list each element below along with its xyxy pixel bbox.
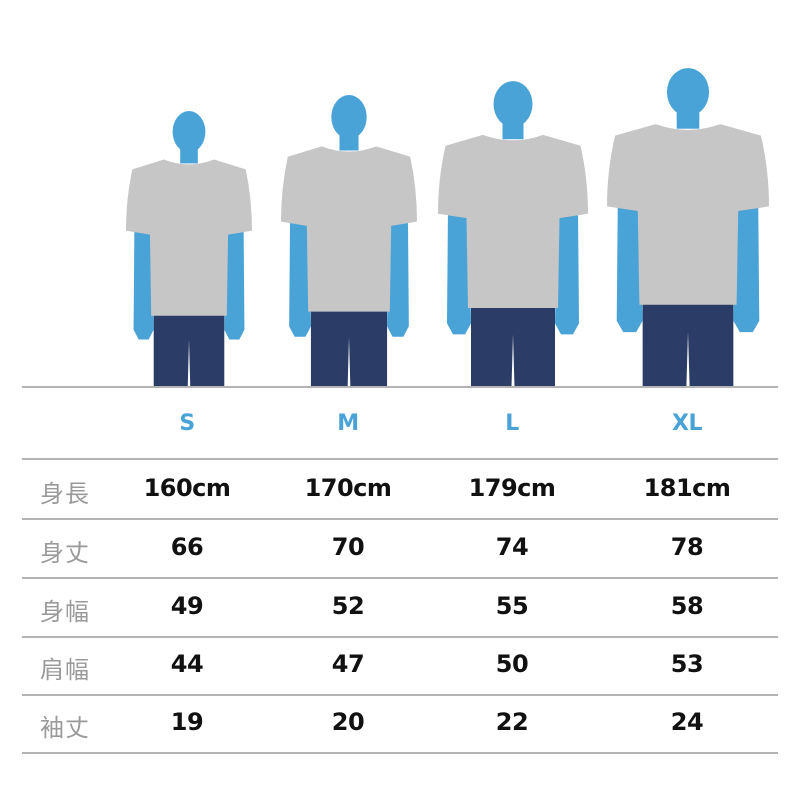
neck	[502, 119, 524, 140]
table-cell-m: 47	[331, 650, 365, 678]
table-cell-s: 44	[170, 650, 204, 678]
tshirt	[126, 159, 252, 316]
head	[493, 81, 533, 128]
table-cell-xl: 53	[670, 650, 704, 678]
table-cell-l: 74	[495, 533, 529, 561]
divider	[22, 752, 778, 754]
head	[331, 95, 367, 139]
model-figure-m	[281, 95, 417, 387]
size-header-s: S	[179, 411, 195, 436]
jeans	[153, 312, 225, 387]
divider	[22, 458, 778, 460]
tshirt	[438, 134, 588, 309]
neck	[339, 131, 359, 151]
model-figure-s	[126, 110, 252, 387]
table-cell-s: 160cm	[143, 474, 231, 502]
head	[666, 68, 710, 117]
model-figure-xl	[607, 68, 769, 387]
table-cell-xl: 24	[670, 708, 704, 736]
table-cell-xl: 78	[670, 533, 704, 561]
table-cell-l: 50	[495, 650, 529, 678]
table-cell-m: 70	[331, 533, 365, 561]
size-header-xl: XL	[672, 411, 702, 436]
jeans	[642, 301, 734, 387]
neck	[676, 108, 700, 129]
table-cell-xl: 181cm	[643, 474, 731, 502]
jeans	[471, 304, 555, 387]
table-cell-s: 49	[170, 592, 204, 620]
divider	[22, 518, 778, 520]
table-cell-s: 66	[170, 533, 204, 561]
tshirt	[607, 124, 769, 305]
row-label: 身長	[40, 480, 90, 508]
row-label: 身丈	[40, 539, 90, 567]
jeans	[310, 308, 388, 387]
model-figures	[126, 68, 769, 387]
row-label: 袖丈	[40, 714, 90, 742]
table-cell-m: 20	[331, 708, 365, 736]
table-cell-m: 170cm	[304, 474, 392, 502]
table-cell-m: 52	[331, 592, 365, 620]
neck	[180, 145, 198, 164]
divider	[22, 694, 778, 696]
table-cell-l: 55	[495, 592, 529, 620]
divider	[22, 577, 778, 579]
tshirt	[281, 146, 417, 312]
divider	[22, 386, 778, 388]
divider	[22, 636, 778, 638]
table-cell-l: 179cm	[468, 474, 556, 502]
head	[172, 110, 206, 153]
table-cell-s: 19	[170, 708, 204, 736]
row-label: 肩幅	[40, 656, 90, 684]
model-figure-l	[438, 81, 588, 387]
size-header-l: L	[505, 411, 519, 436]
size-header-m: M	[337, 411, 359, 436]
table-cell-xl: 58	[670, 592, 704, 620]
row-label: 身幅	[40, 598, 90, 626]
table-cell-l: 22	[495, 708, 529, 736]
